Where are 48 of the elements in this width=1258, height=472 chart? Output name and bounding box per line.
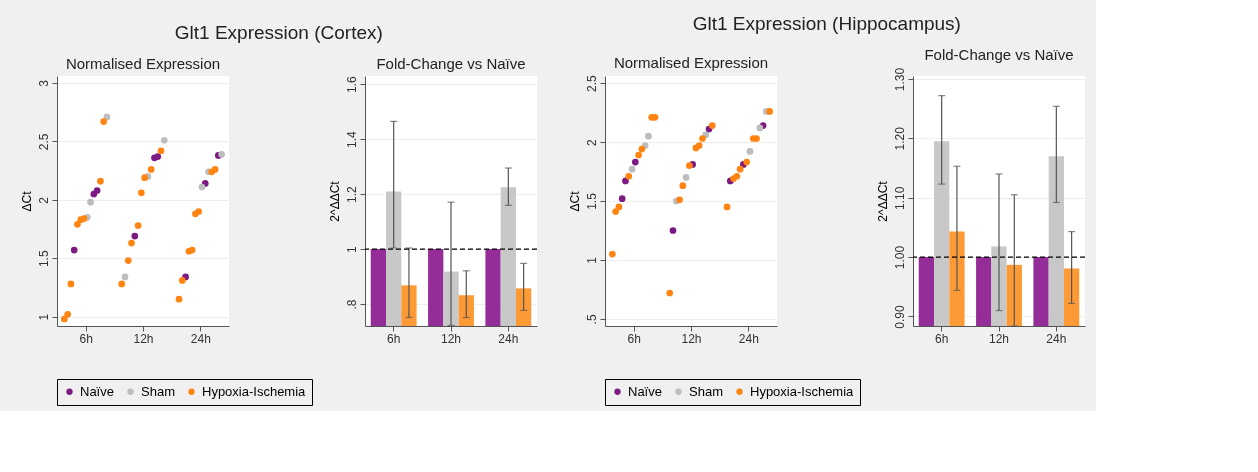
legend-label: Naïve <box>80 383 114 399</box>
y-tick-label: 0.90 <box>892 305 907 329</box>
x-tick-label: 12h <box>133 331 154 346</box>
legend-label: Hypoxia-Ischemia <box>750 383 855 399</box>
legend-label: Hypoxia-Ischemia <box>202 383 307 399</box>
x-tick-label: 12h <box>681 331 702 346</box>
chart-subtitle: Normalised Expression <box>613 53 769 71</box>
x-tick-label: 6h <box>627 331 641 346</box>
chart-title: Fold-Change vs Naïve <box>924 46 1074 64</box>
y-tick-label: 1.5 <box>584 192 599 210</box>
y-tick-label: 1.30 <box>892 67 907 92</box>
y-tick-label: 1.4 <box>344 131 359 149</box>
y-tick-label: 2.5 <box>584 74 599 92</box>
y-tick-label: 2 <box>584 138 599 146</box>
y-tick-label: 1 <box>36 313 51 321</box>
chart-subtitle: Normalised Expression <box>65 55 221 72</box>
x-tick-label: 24h <box>498 331 519 346</box>
y-tick-label: 1.00 <box>892 245 907 270</box>
x-tick-label: 24h <box>190 331 211 346</box>
y-tick-label: 1.6 <box>344 76 359 94</box>
y-axis-title: ΔCt <box>19 190 34 212</box>
x-tick-label: 12h <box>440 331 462 346</box>
text: Glt1 Expression (Cortex) <box>174 21 383 43</box>
text: Glt1 Expression (Hippocampus) <box>692 13 961 35</box>
x-tick-label: 12h <box>988 331 1010 346</box>
y-axis-title: ΔCt <box>567 190 582 212</box>
y-tick-label: 1.10 <box>892 186 907 210</box>
x-tick-label: 6h <box>934 331 949 346</box>
chart-title: Fold-Change vs Naïve <box>376 54 526 72</box>
y-axis-title: 2^ΔΔCt <box>875 180 890 222</box>
y-tick-label: .5 <box>584 314 599 325</box>
x-tick-label: 6h <box>79 331 93 346</box>
x-tick-label: 24h <box>738 331 759 346</box>
legend-label: Naïve <box>628 383 662 399</box>
y-tick-label: 2.5 <box>36 133 51 151</box>
y-tick-label: 1.5 <box>36 250 51 268</box>
x-tick-label: 24h <box>1046 331 1067 346</box>
y-tick-label: 3 <box>36 79 51 87</box>
y-tick-label: .8 <box>344 299 359 310</box>
y-tick-label: 1.2 <box>344 185 359 203</box>
x-tick-label: 6h <box>386 331 401 346</box>
y-tick-label: 2 <box>36 196 51 204</box>
y-tick-label: 1 <box>584 256 599 264</box>
y-axis-title: 2^ΔΔCt <box>327 180 342 222</box>
y-tick-label: 1 <box>344 245 359 253</box>
legend-label: Sham <box>689 383 723 399</box>
y-tick-label: 1.20 <box>892 126 907 151</box>
legend-label: Sham <box>141 383 175 399</box>
